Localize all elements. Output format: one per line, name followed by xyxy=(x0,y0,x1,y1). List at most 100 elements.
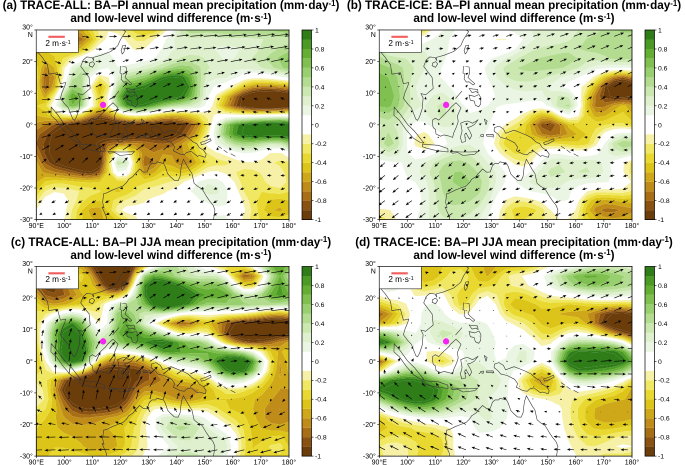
svg-text:140°: 140° xyxy=(169,459,184,465)
svg-text:-0.2: -0.2 xyxy=(658,141,670,148)
svg-text:130°: 130° xyxy=(141,222,156,230)
svg-text:0: 0 xyxy=(315,122,319,129)
svg-text:N: N xyxy=(28,268,33,275)
svg-text:170°: 170° xyxy=(254,222,269,230)
svg-text:180°: 180° xyxy=(282,459,297,465)
svg-text:130°: 130° xyxy=(141,459,156,465)
svg-text:-10°: -10° xyxy=(363,153,376,161)
svg-text:180°: 180° xyxy=(282,222,297,230)
svg-text:0.2: 0.2 xyxy=(658,103,668,110)
svg-text:-20°: -20° xyxy=(20,185,33,193)
svg-text:-0.4: -0.4 xyxy=(658,160,670,167)
svg-text:110°: 110° xyxy=(429,222,443,230)
svg-text:120°: 120° xyxy=(456,222,471,230)
svg-text:0.2: 0.2 xyxy=(315,340,325,347)
svg-text:-30°: -30° xyxy=(20,453,33,461)
svg-text:20°: 20° xyxy=(365,58,376,66)
svg-text:0: 0 xyxy=(658,359,662,366)
svg-text:-1: -1 xyxy=(315,454,321,461)
svg-text:170°: 170° xyxy=(597,222,612,230)
svg-text:0°: 0° xyxy=(369,358,376,366)
svg-text:0°: 0° xyxy=(369,121,376,129)
svg-text:120°: 120° xyxy=(456,459,471,465)
svg-text:110°: 110° xyxy=(86,459,100,465)
svg-text:-10°: -10° xyxy=(363,389,376,397)
svg-text:1: 1 xyxy=(658,264,662,271)
svg-text:160°: 160° xyxy=(569,459,584,465)
svg-text:0: 0 xyxy=(315,359,319,366)
svg-text:0.6: 0.6 xyxy=(315,65,325,72)
svg-text:140°: 140° xyxy=(512,459,527,465)
svg-text:0.2: 0.2 xyxy=(658,340,668,347)
svg-text:150°: 150° xyxy=(541,222,556,230)
svg-text:150°: 150° xyxy=(541,459,556,465)
svg-text:180°: 180° xyxy=(625,222,640,230)
svg-text:30°: 30° xyxy=(22,260,33,268)
svg-text:0.4: 0.4 xyxy=(658,84,668,91)
svg-text:0.6: 0.6 xyxy=(658,65,668,72)
svg-text:10°: 10° xyxy=(365,326,376,334)
svg-text:0.4: 0.4 xyxy=(315,321,325,328)
svg-text:0.8: 0.8 xyxy=(658,283,668,290)
svg-text:170°: 170° xyxy=(597,459,612,465)
svg-text:-0.4: -0.4 xyxy=(658,397,670,404)
svg-text:-1: -1 xyxy=(658,454,664,461)
svg-text:120°: 120° xyxy=(113,222,128,230)
svg-text:-20°: -20° xyxy=(20,421,33,429)
svg-text:0: 0 xyxy=(658,122,662,129)
svg-text:10°: 10° xyxy=(22,90,33,98)
svg-text:-0.6: -0.6 xyxy=(658,416,670,423)
svg-text:-30°: -30° xyxy=(363,453,376,461)
svg-text:130°: 130° xyxy=(484,222,499,230)
svg-text:90°E: 90°E xyxy=(372,459,388,465)
svg-text:110°: 110° xyxy=(86,222,100,230)
svg-text:-20°: -20° xyxy=(363,185,376,193)
svg-text:20°: 20° xyxy=(365,295,376,303)
svg-text:1: 1 xyxy=(315,264,319,271)
svg-text:150°: 150° xyxy=(198,222,213,230)
svg-text:90°E: 90°E xyxy=(29,222,45,230)
svg-text:0.2: 0.2 xyxy=(315,103,325,110)
svg-text:140°: 140° xyxy=(512,222,527,230)
svg-text:-0.8: -0.8 xyxy=(658,198,670,205)
svg-text:-0.4: -0.4 xyxy=(315,397,327,404)
svg-text:-0.4: -0.4 xyxy=(315,160,327,167)
svg-text:-30°: -30° xyxy=(20,216,33,224)
svg-text:-0.2: -0.2 xyxy=(315,141,327,148)
svg-text:-0.8: -0.8 xyxy=(658,435,670,442)
svg-text:0.8: 0.8 xyxy=(658,46,668,53)
svg-text:0.6: 0.6 xyxy=(658,302,668,309)
svg-text:-0.2: -0.2 xyxy=(315,378,327,385)
svg-text:160°: 160° xyxy=(569,222,584,230)
svg-text:-10°: -10° xyxy=(20,153,33,161)
svg-text:0.4: 0.4 xyxy=(315,84,325,91)
svg-text:120°: 120° xyxy=(113,459,128,465)
svg-text:110°: 110° xyxy=(429,459,443,465)
svg-text:140°: 140° xyxy=(169,222,184,230)
svg-text:30°: 30° xyxy=(365,260,376,268)
svg-text:-0.2: -0.2 xyxy=(658,378,670,385)
svg-text:-0.6: -0.6 xyxy=(315,416,327,423)
svg-text:0.8: 0.8 xyxy=(315,283,325,290)
svg-text:160°: 160° xyxy=(226,459,241,465)
svg-text:100°: 100° xyxy=(57,459,72,465)
svg-text:1: 1 xyxy=(315,28,319,35)
svg-text:170°: 170° xyxy=(254,459,269,465)
svg-text:90°E: 90°E xyxy=(372,222,388,230)
svg-text:90°E: 90°E xyxy=(29,459,45,465)
svg-text:20°: 20° xyxy=(22,58,33,66)
svg-text:-1: -1 xyxy=(315,217,321,224)
svg-text:0°: 0° xyxy=(26,121,33,129)
svg-text:160°: 160° xyxy=(226,222,241,230)
svg-text:-0.6: -0.6 xyxy=(658,179,670,186)
svg-text:30°: 30° xyxy=(22,23,33,31)
svg-text:10°: 10° xyxy=(365,90,376,98)
svg-text:-10°: -10° xyxy=(20,389,33,397)
svg-text:10°: 10° xyxy=(22,326,33,334)
svg-text:-20°: -20° xyxy=(363,421,376,429)
svg-text:1: 1 xyxy=(658,28,662,35)
svg-text:-0.8: -0.8 xyxy=(315,435,327,442)
svg-text:150°: 150° xyxy=(198,459,213,465)
svg-text:100°: 100° xyxy=(57,222,72,230)
svg-text:130°: 130° xyxy=(484,459,499,465)
